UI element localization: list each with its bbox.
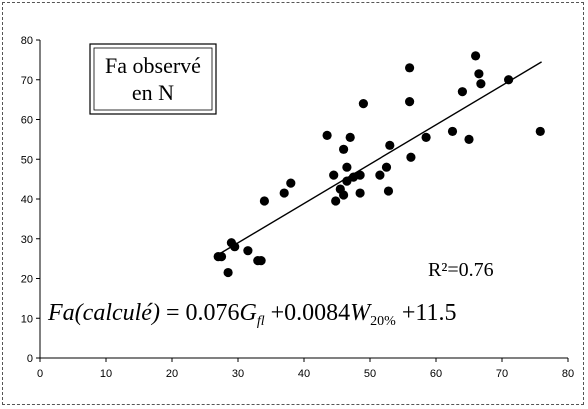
data-point [230,242,240,252]
x-tick-label: 40 [298,368,310,380]
y-tick-label: 60 [21,115,33,127]
data-point [355,188,365,198]
data-point [355,170,365,180]
regression-formula: Fa(calculé) = 0.076Gfl +0.0084W20% +11.5 [47,300,457,329]
data-point [331,196,341,206]
data-point [504,75,514,85]
data-point [471,51,481,61]
data-point [223,267,233,278]
data-point [464,134,474,144]
formula-lhs-arg: (calculé) [75,300,160,326]
legend-line-2: en N [132,80,174,105]
data-point [329,170,339,180]
y-tick-label: 70 [21,75,33,87]
data-point [535,126,545,137]
data-point [474,69,484,79]
data-point [447,126,458,137]
data-point [476,79,486,89]
x-tick-label: 0 [37,368,43,380]
data-point [375,170,385,180]
x-tick-label: 10 [100,368,112,380]
trendline [217,61,542,256]
data-point [385,140,395,150]
data-point [405,97,415,107]
formula-eq-coef: = 0.076 [160,300,240,326]
data-point [322,130,332,140]
y-tick-label: 40 [21,194,33,206]
formula-w-coef: +0.0084 [265,300,351,326]
x-tick-label: 20 [166,368,178,380]
formula-w-var: W [350,300,372,326]
y-tick-label: 0 [27,353,33,365]
y-tick-label: 80 [21,35,33,47]
data-point [405,63,415,73]
formula-g-var: G [240,300,257,326]
data-point [339,190,349,200]
data-point [256,256,266,266]
data-point [259,196,269,206]
legend-box: Fa observé en N [89,43,217,115]
data-point [421,132,431,142]
data-point [358,99,368,109]
x-tick-label: 60 [430,368,442,380]
formula-w-sub: 20% [370,314,396,329]
x-tick-label: 50 [364,368,376,380]
data-point [457,87,467,97]
data-point [279,188,289,198]
y-tick-label: 20 [21,274,33,286]
r-squared-label: R²=0.76 [428,259,494,281]
data-point [243,246,253,256]
formula-g-sub: fl [257,314,265,329]
formula-constant: +11.5 [396,300,457,326]
x-tick-label: 80 [562,368,574,380]
x-tick-label: 70 [496,368,508,380]
data-point [345,132,355,142]
data-points [213,51,545,278]
y-tick-label: 30 [21,234,33,246]
legend-line-1: Fa observé [105,53,201,78]
formula-lhs-fn: Fa [47,300,75,326]
x-tick-label: 30 [232,368,244,380]
ticks: 0 10 20 30 40 50 60 70 80 0 10 20 30 40 50 60 70 80 [21,35,574,380]
data-point [406,152,416,162]
data-point [339,144,349,154]
data-point [342,162,352,172]
data-point [381,162,392,172]
y-tick-label: 10 [21,313,33,325]
y-tick-label: 50 [21,154,33,166]
data-point [383,186,394,196]
data-point [286,178,296,188]
